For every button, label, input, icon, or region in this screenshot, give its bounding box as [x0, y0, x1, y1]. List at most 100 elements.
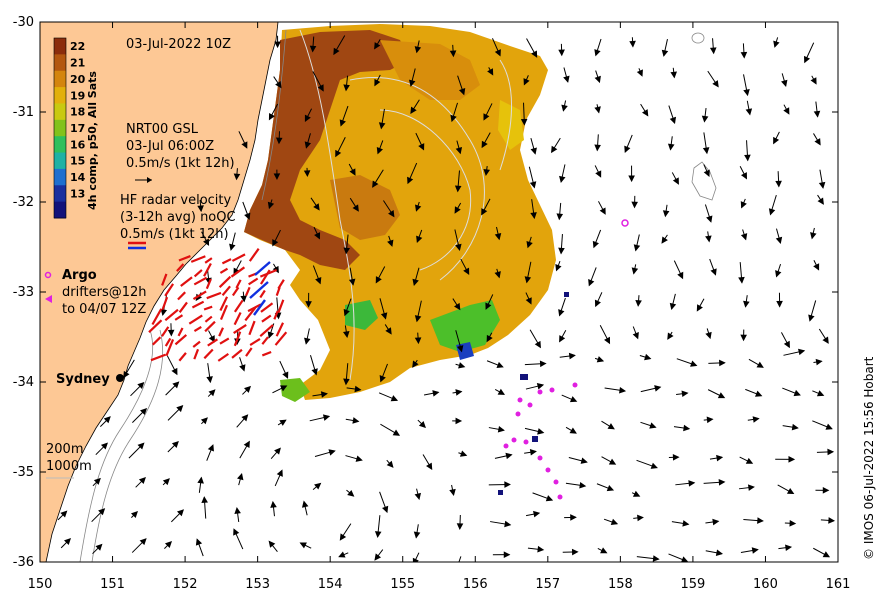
current-arrowhead	[526, 240, 533, 249]
current-arrowhead	[756, 361, 764, 368]
colorbar-swatch	[54, 201, 66, 219]
current-arrowhead	[494, 49, 501, 57]
current-arrowhead	[768, 208, 776, 216]
current-arrowhead	[98, 508, 106, 516]
current-arrowhead	[280, 385, 288, 392]
hf-arrow	[245, 286, 251, 297]
hf-arrow	[151, 336, 162, 346]
current-arrowhead	[523, 78, 530, 86]
hf-legend-line2: (3-12h avg) noQC	[120, 210, 236, 225]
current-arrowhead	[654, 385, 662, 392]
current-arrowhead	[559, 335, 566, 343]
current-arrowhead	[140, 407, 148, 416]
current-arrowhead	[203, 238, 210, 246]
current-arrowhead	[810, 77, 817, 85]
colorbar-swatch	[54, 70, 66, 88]
current-arrowhead	[274, 447, 281, 455]
hf-radar-blue-arrows	[249, 261, 271, 316]
colorbar-swatch	[54, 185, 66, 203]
hf-arrow	[261, 314, 272, 323]
current-arrowhead	[379, 375, 386, 383]
current-arrowhead	[139, 538, 147, 546]
current-arrowhead	[594, 144, 601, 152]
hf-legend: HF radar velocity (3-12h avg) noQC 0.5m/…	[120, 193, 236, 250]
hf-arrow	[217, 352, 229, 362]
current-arrowhead	[343, 378, 350, 386]
colorbar-tick: 21	[70, 57, 85, 70]
current-arrowhead	[299, 542, 307, 549]
hf-arrow	[164, 337, 172, 347]
current-arrowhead	[539, 360, 547, 368]
current-arrowhead	[755, 390, 763, 397]
hf-legend-line1: HF radar velocity	[120, 193, 232, 208]
gsl-legend-line3: 0.5m/s (1kt 12h)	[126, 156, 235, 171]
current-arrowhead	[715, 549, 723, 556]
hf-arrow	[231, 253, 246, 262]
sydney-marker	[116, 374, 124, 382]
current-arrowhead	[563, 75, 570, 83]
x-tick-label: 152	[173, 577, 198, 592]
current-arrowhead	[103, 416, 111, 424]
current-arrowhead	[705, 235, 712, 243]
current-arrowhead	[652, 555, 660, 562]
current-arrowhead	[568, 352, 576, 360]
current-arrowhead	[569, 396, 578, 403]
argo-float	[621, 219, 629, 227]
current-arrowhead	[483, 113, 490, 121]
hf-arrow	[218, 275, 232, 288]
current-arrowhead	[580, 457, 588, 464]
gsl-legend-line1: NRT00 GSL	[126, 122, 199, 137]
current-arrowhead	[524, 276, 532, 284]
island-middleton	[691, 161, 717, 201]
current-arrow	[413, 552, 420, 562]
current-arrowhead	[416, 235, 423, 243]
hf-arrow	[176, 263, 185, 272]
current-arrowhead	[825, 423, 833, 430]
colorbar-swatch	[54, 136, 66, 154]
hf-arrow	[180, 276, 193, 287]
current-arrowhead	[536, 383, 545, 390]
colorbar-tick: 16	[70, 138, 86, 151]
hf-arrow	[219, 337, 230, 345]
current-arrowhead	[650, 462, 658, 469]
current-arrowhead	[450, 114, 457, 123]
hf-arrow	[164, 308, 179, 322]
current-arrowhead	[712, 80, 719, 88]
colorbar-tick: 13	[70, 187, 85, 200]
current-arrowhead	[456, 345, 464, 353]
current-arrowhead	[343, 308, 350, 317]
current-arrowhead	[454, 206, 461, 214]
current-arrowhead	[776, 300, 783, 308]
hf-arrow	[233, 299, 244, 313]
current-arrowhead	[414, 46, 422, 54]
x-tick-label: 154	[318, 577, 343, 592]
current-arrowhead	[275, 137, 283, 145]
current-arrowhead	[496, 361, 504, 369]
hf-arrow	[161, 326, 170, 337]
current-arrowhead	[309, 45, 317, 53]
current-arrowhead	[503, 551, 511, 559]
colorbar-ticks: 22 21 20 19 18 17 16 15 14 13	[70, 40, 86, 200]
current-arrowhead	[791, 423, 799, 431]
hf-arrow	[261, 350, 272, 357]
current-arrowhead	[320, 391, 328, 398]
current-arrowhead	[569, 427, 577, 434]
current-arrowhead	[529, 449, 537, 456]
current-arrowhead	[382, 505, 389, 514]
current-arrowhead	[386, 460, 394, 468]
hf-arrow	[188, 314, 203, 325]
hf-arrow	[233, 311, 242, 326]
current-arrowhead	[413, 531, 421, 539]
current-arrowhead	[171, 440, 179, 448]
current-arrowhead	[690, 360, 698, 367]
current-arrowhead	[775, 236, 783, 245]
current-arrowhead	[743, 300, 750, 308]
current-arrowhead	[751, 547, 759, 554]
current-arrowhead	[677, 271, 684, 280]
current-arrowhead	[494, 271, 501, 279]
current-arrowhead	[745, 108, 753, 116]
hf-arrow	[193, 276, 208, 286]
sst-patch-yellow-ne	[498, 100, 524, 150]
current-arrowhead	[483, 168, 491, 177]
hf-arrow	[249, 338, 261, 346]
